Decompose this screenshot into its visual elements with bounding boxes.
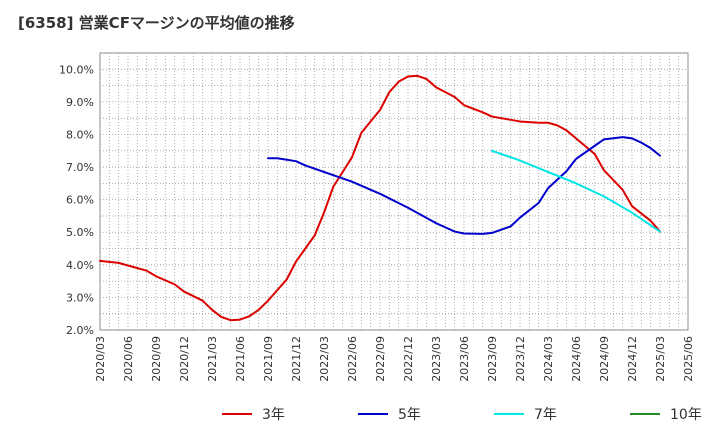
- y-tick-label: 10.0%: [59, 63, 94, 76]
- x-tick-label: 2023/12: [514, 336, 527, 382]
- x-tick-label: 2020/12: [178, 336, 191, 382]
- y-tick-label: 9.0%: [66, 96, 94, 109]
- legend-label: 3年: [262, 407, 285, 423]
- chart-title: [6358] 営業CFマージンの平均値の推移: [18, 14, 295, 32]
- series-lines: [99, 74, 661, 322]
- x-tick-label: 2024/03: [542, 336, 555, 382]
- x-tick-label: 2022/09: [374, 336, 387, 382]
- y-tick-label: 4.0%: [66, 259, 94, 272]
- x-tick-label: 2023/06: [458, 336, 471, 382]
- y-tick-label: 7.0%: [66, 161, 94, 174]
- x-tick-label: 2023/03: [430, 336, 443, 382]
- x-tick-label: 2024/09: [598, 336, 611, 382]
- x-tick-label: 2024/12: [626, 336, 639, 382]
- x-tick-label: 2020/03: [94, 336, 107, 382]
- legend-label: 7年: [534, 407, 557, 423]
- x-tick-label: 2020/09: [150, 336, 163, 382]
- x-tick-label: 2021/03: [206, 336, 219, 382]
- x-tick-label: 2021/06: [234, 336, 247, 382]
- y-tick-label: 3.0%: [66, 291, 94, 304]
- x-tick-label: 2021/09: [262, 336, 275, 382]
- x-tick-label: 2025/06: [682, 336, 695, 382]
- x-tick-label: 2025/03: [654, 336, 667, 382]
- series-line-2: [491, 149, 661, 233]
- legend: 3年 5年 7年 10年: [222, 407, 702, 423]
- plot-area: [99, 52, 689, 331]
- y-tick-label: 2.0%: [66, 324, 94, 337]
- x-tick-label: 2023/09: [486, 336, 499, 382]
- y-tick-label: 5.0%: [66, 226, 94, 239]
- x-tick-label: 2022/12: [402, 336, 415, 382]
- grid: [99, 52, 689, 331]
- legend-label: 10年: [670, 407, 702, 423]
- y-tick-label: 6.0%: [66, 194, 94, 207]
- x-tick-label: 2022/06: [346, 336, 359, 382]
- y-tick-label: 8.0%: [66, 128, 94, 141]
- x-tick-label: 2024/06: [570, 336, 583, 382]
- series-line-0: [99, 74, 661, 322]
- legend-label: 5年: [398, 407, 421, 423]
- x-tick-label: 2020/06: [122, 336, 135, 382]
- axes: 2.0% 3.0% 4.0% 5.0% 6.0% 7.0% 8.0% 9.0% 10.0% 202…: [59, 63, 695, 381]
- x-tick-label: 2021/12: [290, 336, 303, 382]
- x-tick-label: 2022/03: [318, 336, 331, 382]
- series-line-1: [267, 136, 661, 235]
